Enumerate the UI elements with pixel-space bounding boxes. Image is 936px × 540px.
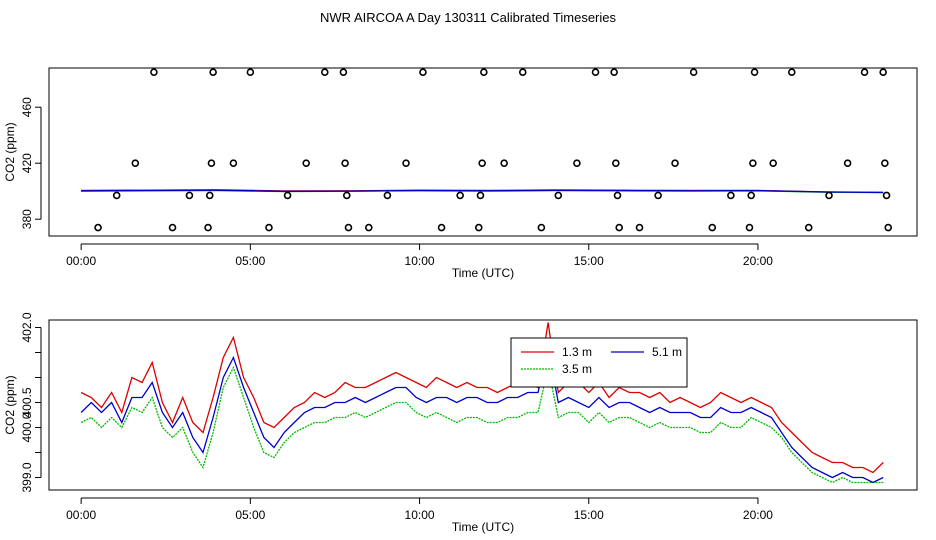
data-point <box>205 191 214 200</box>
y-tick-label: 420 <box>20 153 34 173</box>
x-axis-title: Time (UTC) <box>452 266 514 280</box>
data-point <box>573 159 581 167</box>
data-point <box>339 68 348 76</box>
x-tick-label: 10:00 <box>405 254 435 268</box>
data-point <box>302 159 310 167</box>
data-point <box>749 159 757 167</box>
x-tick-label: 00:00 <box>66 254 96 268</box>
series-line-3-5-m <box>80 365 884 484</box>
data-point <box>612 159 620 167</box>
data-point <box>456 191 464 200</box>
data-point <box>344 223 353 232</box>
data-point <box>209 68 217 76</box>
x-tick-label: 10:00 <box>405 508 435 522</box>
data-point <box>419 68 427 76</box>
data-point <box>342 191 351 200</box>
data-point <box>554 191 563 200</box>
data-point <box>727 191 735 200</box>
y-axis-title: CO2 (ppm) <box>3 122 17 181</box>
bottom-panel-lines: 00:00 05:00 10:00 15:00 20:00 Time (UTC) 399.0… <box>3 312 918 534</box>
y-tick-label: 400.0 <box>20 412 34 442</box>
y-axis-title: CO2 (ppm) <box>3 375 17 434</box>
data-point <box>689 68 698 76</box>
data-point <box>474 223 483 232</box>
plot-frame <box>48 67 918 237</box>
data-point <box>518 68 527 76</box>
y-tick-label: 399.0 <box>20 462 34 492</box>
series-line-5-1-m <box>81 189 884 194</box>
data-point <box>591 68 600 76</box>
top-panel-scatter: 00:00 05:00 10:00 15:00 20:00 Time (UTC) 380 42… <box>3 67 918 280</box>
data-point <box>884 223 893 232</box>
data-point <box>787 68 796 76</box>
legend-label-1-3-m: 1.3 m <box>562 345 592 359</box>
series-line-1-3-m <box>80 322 884 474</box>
legend-label-5-1-m: 5.1 m <box>652 345 682 359</box>
data-point <box>478 159 486 167</box>
x-tick-label: 20:00 <box>743 254 773 268</box>
data-point <box>613 191 622 200</box>
data-point <box>750 68 759 76</box>
data-point <box>671 159 679 167</box>
y-tick-label: 402.0 <box>20 312 34 342</box>
series-line-5-1-m <box>80 347 884 484</box>
y-tick-label: 380 <box>20 209 34 229</box>
legend-label-3-5-m: 3.5 m <box>562 362 592 376</box>
data-point <box>882 191 891 200</box>
data-point <box>804 223 813 232</box>
legend: 1.3 m 5.1 m 3.5 m <box>510 337 688 388</box>
legend-box <box>510 337 688 388</box>
data-point <box>537 223 546 232</box>
data-point <box>654 191 662 200</box>
data-point <box>320 68 329 76</box>
data-point <box>265 223 273 232</box>
data-point <box>383 191 392 200</box>
data-point <box>341 159 349 167</box>
data-point <box>437 223 446 232</box>
data-point <box>185 191 194 200</box>
data-point <box>500 159 508 167</box>
data-point <box>476 191 485 200</box>
data-point <box>364 223 373 232</box>
x-tick-label: 05:00 <box>235 254 265 268</box>
data-point <box>168 223 177 232</box>
data-point <box>207 159 216 167</box>
data-point <box>708 223 717 232</box>
data-point <box>283 191 292 200</box>
data-point <box>635 223 644 232</box>
data-point <box>229 159 238 167</box>
data-point <box>769 159 777 167</box>
y-tick-label: 460 <box>20 97 34 117</box>
x-axis-title: Time (UTC) <box>452 520 514 534</box>
data-point <box>881 159 889 167</box>
data-point <box>860 68 869 76</box>
data-point <box>246 68 255 76</box>
data-point <box>480 68 488 76</box>
data-point <box>843 159 852 167</box>
data-point <box>879 68 887 76</box>
data-point <box>615 223 624 232</box>
x-tick-label: 20:00 <box>743 508 773 522</box>
x-tick-label: 05:00 <box>235 508 265 522</box>
x-tick-label: 00:00 <box>66 508 96 522</box>
y-tick-label: 400.5 <box>20 387 34 417</box>
figure-title: NWR AIRCOA A Day 130311 Calibrated Times… <box>320 10 616 25</box>
data-point <box>94 223 102 232</box>
data-point <box>131 159 140 167</box>
data-point <box>402 159 410 167</box>
data-point <box>745 223 754 232</box>
plot-frame <box>48 319 918 491</box>
data-point <box>112 191 121 200</box>
data-point <box>610 68 618 76</box>
data-point <box>825 191 833 200</box>
data-point <box>204 223 212 232</box>
x-tick-label: 15:00 <box>574 254 604 268</box>
data-point <box>747 191 755 200</box>
data-point <box>150 68 158 76</box>
x-tick-label: 15:00 <box>574 508 604 522</box>
